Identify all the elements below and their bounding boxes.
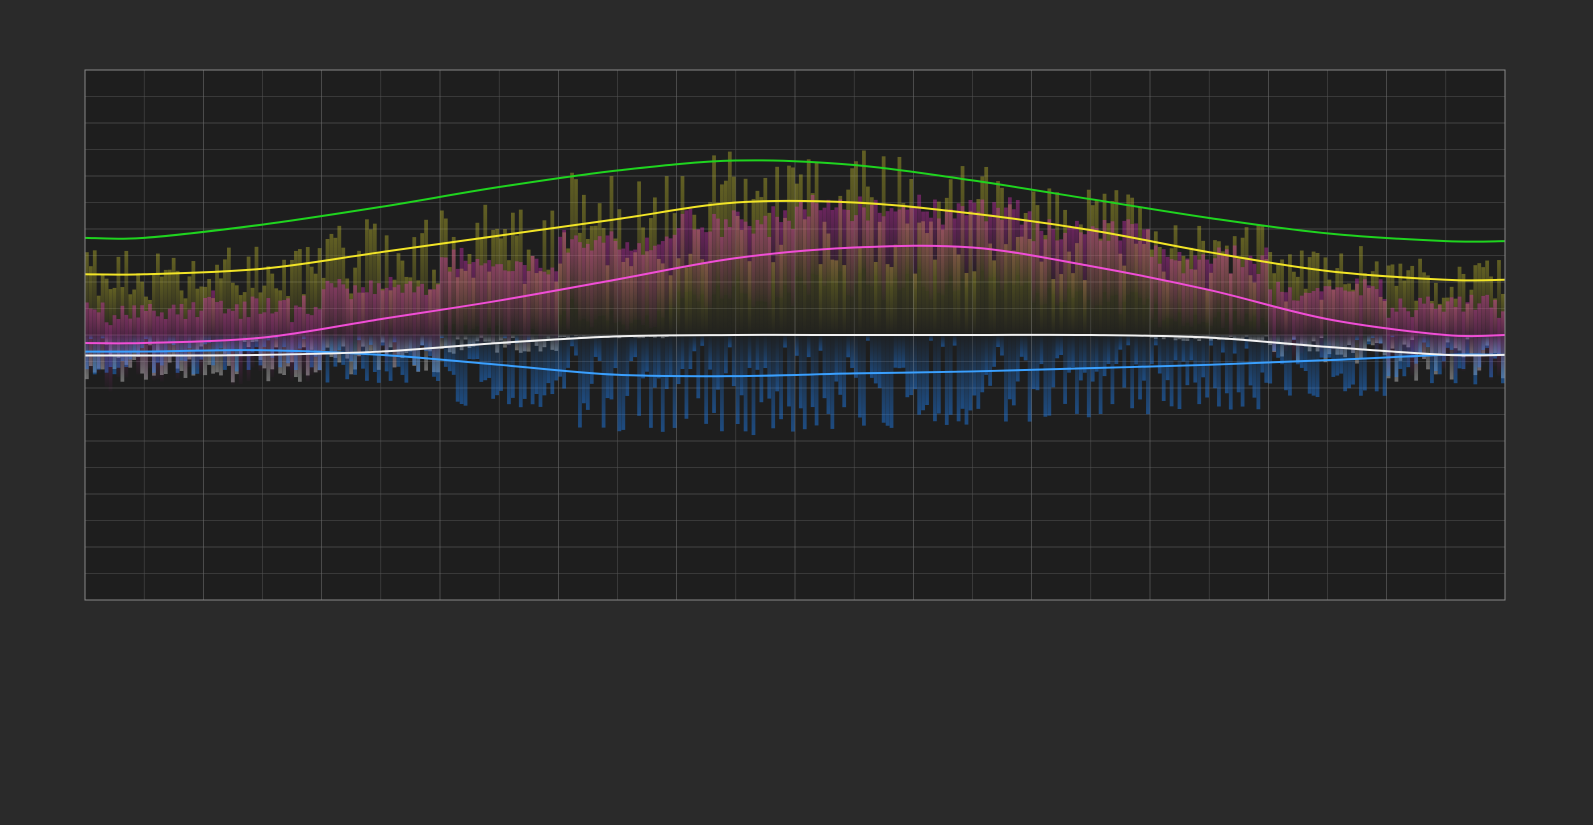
climate-chart: [0, 0, 1593, 825]
